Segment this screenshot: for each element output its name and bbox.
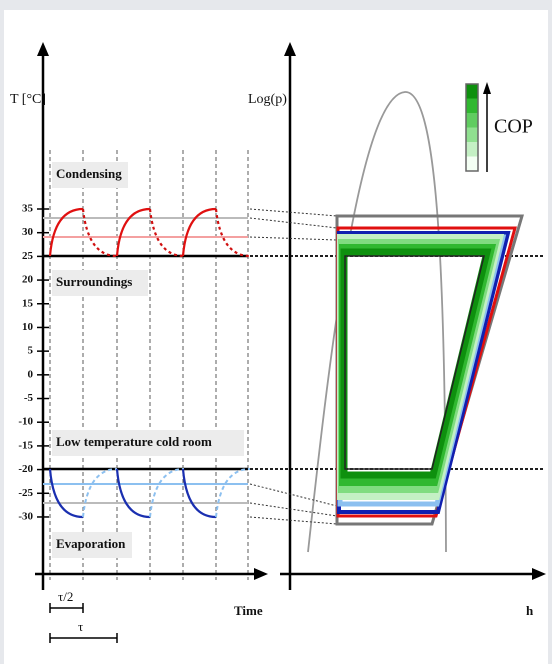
y-tick-label: -15 xyxy=(18,439,33,451)
curve xyxy=(115,207,151,257)
legend-swatch xyxy=(466,127,478,142)
shapes xyxy=(35,42,546,643)
legend-swatch xyxy=(466,113,478,128)
legend-swatch xyxy=(466,84,478,99)
arrow-head xyxy=(37,42,49,56)
x-axis-label: h xyxy=(526,603,534,618)
y-tick-label: 0 xyxy=(28,368,34,380)
y-tick-label: -25 xyxy=(18,487,33,499)
y-tick-label: -30 xyxy=(18,511,33,523)
label-box xyxy=(52,270,148,296)
cold-room-label: Low temperature cold room xyxy=(56,434,212,449)
connector xyxy=(249,516,338,525)
surroundings-label: Surroundings xyxy=(56,274,132,289)
cycle xyxy=(344,255,485,470)
y-tick-label: 5 xyxy=(28,345,34,357)
arrow-head xyxy=(284,42,296,56)
connector xyxy=(249,502,338,517)
connector xyxy=(249,483,338,507)
y-tick-label: 25 xyxy=(22,250,34,262)
curve xyxy=(115,468,151,519)
y-tick-label: 15 xyxy=(22,297,34,309)
legend-frame xyxy=(465,83,479,172)
connector xyxy=(249,208,338,217)
label-box xyxy=(52,532,132,558)
curve xyxy=(215,468,251,518)
curve xyxy=(214,208,251,258)
y-tick-label: -5 xyxy=(24,392,34,404)
curve xyxy=(48,207,84,257)
curve xyxy=(181,468,217,519)
connector xyxy=(249,236,338,241)
x-axis-label: Time xyxy=(234,603,263,618)
curve xyxy=(181,207,217,257)
connector xyxy=(249,217,338,229)
y-tick-label: -20 xyxy=(18,463,33,475)
legend-swatch xyxy=(466,142,478,157)
period-label: τ xyxy=(78,619,83,634)
arrow-head xyxy=(532,568,546,580)
label-box xyxy=(52,430,244,456)
curve xyxy=(48,468,84,519)
saturation-dome xyxy=(307,91,447,553)
curve xyxy=(81,208,118,258)
legend-label: COP xyxy=(494,116,533,138)
condensing-label: Condensing xyxy=(56,166,122,181)
y-tick-label: 30 xyxy=(22,226,34,238)
evaporation-label: Evaporation xyxy=(56,536,126,551)
curve xyxy=(82,468,118,518)
curve xyxy=(148,208,185,258)
legend-swatch xyxy=(466,98,478,113)
y-tick-label: 10 xyxy=(22,321,34,333)
y-tick-label: -10 xyxy=(18,416,33,428)
y-axis-label: Log(p) xyxy=(248,92,287,107)
y-tick-label: 20 xyxy=(22,274,34,286)
arrow-head xyxy=(254,568,268,580)
arrow-head xyxy=(483,82,491,94)
y-tick-label: 35 xyxy=(22,203,34,215)
curve xyxy=(149,468,185,518)
legend-swatch xyxy=(466,156,478,171)
half-period-label: τ/2 xyxy=(58,589,73,604)
cycle xyxy=(340,248,492,479)
y-axis-label: T [°C] xyxy=(10,92,46,107)
label-box xyxy=(52,162,128,188)
